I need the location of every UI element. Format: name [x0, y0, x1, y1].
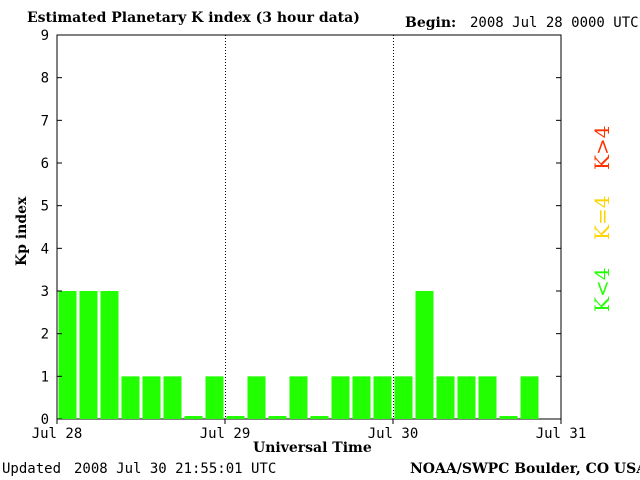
x-axis-label: Universal Time [253, 440, 372, 456]
kp-bar [310, 416, 329, 419]
begin-value: 2008 Jul 28 0000 UTC [470, 15, 639, 31]
kp-bar [268, 416, 287, 419]
legend-k-eq4: K=4 [590, 195, 614, 240]
kp-bar [121, 376, 140, 419]
x-tick-label: Jul 28 [32, 426, 83, 442]
kp-bar [163, 376, 182, 419]
kp-bar [205, 376, 224, 419]
y-tick-label: 9 [41, 28, 49, 44]
kp-bar [478, 376, 497, 419]
y-tick-label: 6 [41, 156, 49, 172]
updated-label: Updated [2, 461, 62, 477]
kp-bar [499, 416, 518, 419]
kp-bar [142, 376, 161, 419]
y-tick-label: 4 [41, 241, 49, 257]
x-tick-label: Jul 31 [536, 426, 587, 442]
kp-bar [415, 291, 434, 419]
kp-bar [58, 291, 77, 419]
y-tick-label: 7 [41, 113, 49, 129]
begin-label: Begin: [405, 15, 457, 31]
kp-bar [436, 376, 455, 419]
y-axis-label: Kp index [14, 196, 30, 266]
y-tick-label: 8 [41, 71, 49, 87]
source-credit: NOAA/SWPC Boulder, CO USA [410, 461, 640, 477]
kp-bar [520, 376, 539, 419]
kp-bar [289, 376, 308, 419]
y-tick-label: 3 [41, 284, 49, 300]
y-tick-label: 1 [41, 369, 49, 385]
kp-bar [373, 376, 392, 419]
kp-bar [184, 416, 203, 419]
kp-bar [247, 376, 266, 419]
kp-bar [457, 376, 476, 419]
x-tick-label: Jul 29 [200, 426, 251, 442]
plot-frame [56, 34, 562, 420]
updated-value: 2008 Jul 30 21:55:01 UTC [74, 461, 277, 477]
y-tick-label: 5 [41, 199, 49, 215]
legend-k-gt4: K>4 [590, 125, 614, 170]
kp-bar [79, 291, 98, 419]
legend-k-lt4: K<4 [590, 267, 614, 312]
kp-bar [394, 376, 413, 419]
kp-bar [352, 376, 371, 419]
y-tick-label: 2 [41, 327, 49, 343]
x-tick-label: Jul 30 [368, 426, 419, 442]
chart-title: Estimated Planetary K index (3 hour data… [27, 10, 360, 26]
y-tick-label: 0 [41, 412, 49, 428]
kp-bar [331, 376, 350, 419]
kp-bar [226, 416, 245, 419]
kp-bar [100, 291, 119, 419]
